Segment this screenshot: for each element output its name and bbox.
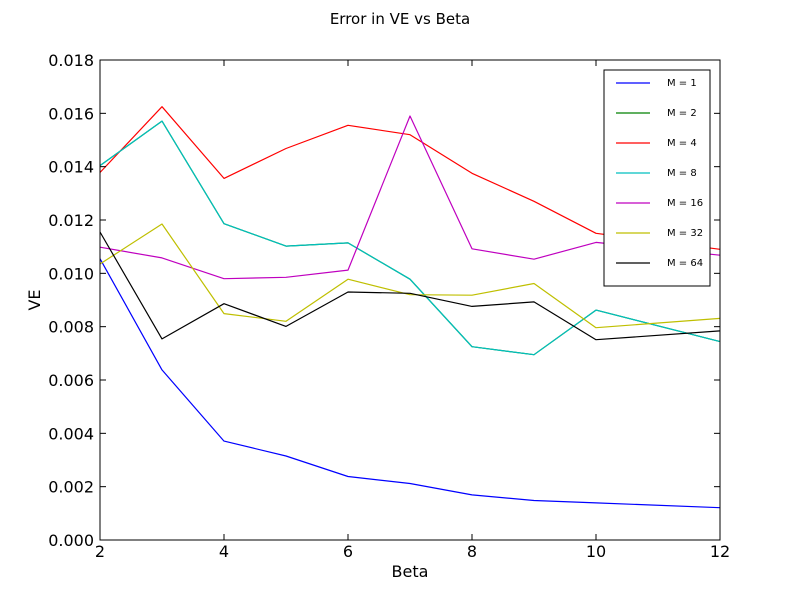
- x-axis-title: Beta: [392, 562, 429, 581]
- legend-entry-m-4: M = 4: [616, 138, 697, 149]
- y-tick-label: 0.008: [48, 318, 94, 337]
- x-tick-label: 6: [343, 542, 353, 561]
- series-line-m-32: [99, 223, 721, 329]
- x-tick-label: 4: [219, 542, 229, 561]
- legend-label: M = 16: [667, 198, 703, 209]
- y-tick-label: 0.018: [48, 51, 94, 70]
- y-tick-label: 0.010: [48, 264, 94, 283]
- legend-entry-m-1: M = 1: [616, 78, 697, 89]
- legend-label: M = 8: [667, 168, 697, 179]
- legend-label: M = 64: [667, 258, 703, 269]
- series-line-m-4: [99, 106, 721, 250]
- y-tick-label: 0.004: [48, 424, 94, 443]
- legend-label: M = 2: [667, 108, 697, 119]
- legend-entry-m-64: M = 64: [616, 258, 703, 269]
- y-tick-label: 0.012: [48, 211, 94, 230]
- series-line-m-1: [99, 258, 721, 509]
- series-line-m-64: [99, 231, 721, 341]
- legend-entries: M = 1 M = 2 M = 4 M = 8 M = 16 M = 32 M = 64: [616, 78, 703, 269]
- legend: M = 1 M = 2 M = 4 M = 8 M = 16 M = 32 M = 64: [603, 69, 711, 287]
- y-tick-label: 0.000: [48, 531, 94, 550]
- y-axis-title: VE: [25, 289, 44, 310]
- legend-label: M = 1: [667, 78, 697, 89]
- series-line-m-8: [99, 120, 721, 356]
- x-tick-label: 2: [95, 542, 105, 561]
- plot-frame: [99, 59, 721, 541]
- legend-entry-m-32: M = 32: [616, 228, 703, 239]
- y-tick-label: 0.016: [48, 104, 94, 123]
- series-layer: [99, 106, 721, 509]
- y-tick-label: 0.006: [48, 371, 94, 390]
- legend-label: M = 4: [667, 138, 697, 149]
- y-tick-label: 0.002: [48, 478, 94, 497]
- legend-entry-m-2: M = 2: [616, 108, 697, 119]
- ticks-layer: 2 4 6 8 10 12 0.000 0.002 0.004 0.006 0.008 0.010 0.…: [48, 51, 730, 561]
- x-tick-label: 10: [586, 542, 606, 561]
- chart-title: Error in VE vs Beta: [330, 10, 470, 28]
- x-tick-label: 12: [710, 542, 730, 561]
- legend-entry-m-8: M = 8: [616, 168, 697, 179]
- legend-entry-m-16: M = 16: [616, 198, 703, 209]
- legend-box: [603, 69, 711, 287]
- y-tick-label: 0.014: [48, 158, 94, 177]
- legend-label: M = 32: [667, 228, 703, 239]
- x-tick-label: 8: [467, 542, 477, 561]
